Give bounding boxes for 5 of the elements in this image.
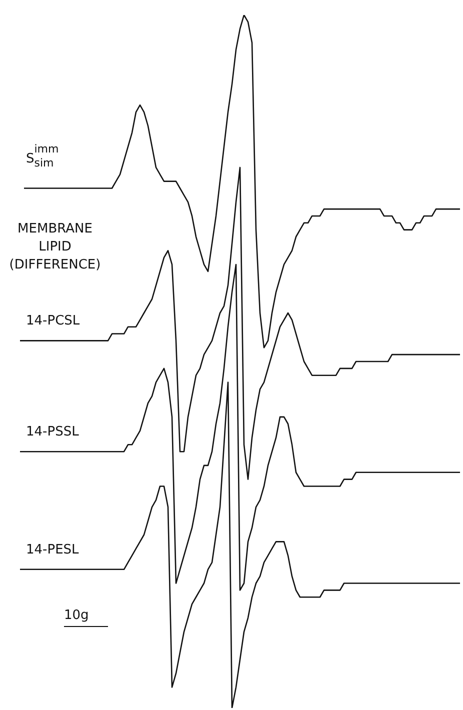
series-label: 14-PESL	[26, 542, 80, 558]
annotation: MEMBRANE LIPID (DIFFERENCE)	[9, 221, 101, 272]
series-label: 14-PSSL	[26, 424, 80, 440]
series-label: 14-PCSL	[26, 314, 80, 329]
annotation: 10g	[64, 608, 89, 623]
